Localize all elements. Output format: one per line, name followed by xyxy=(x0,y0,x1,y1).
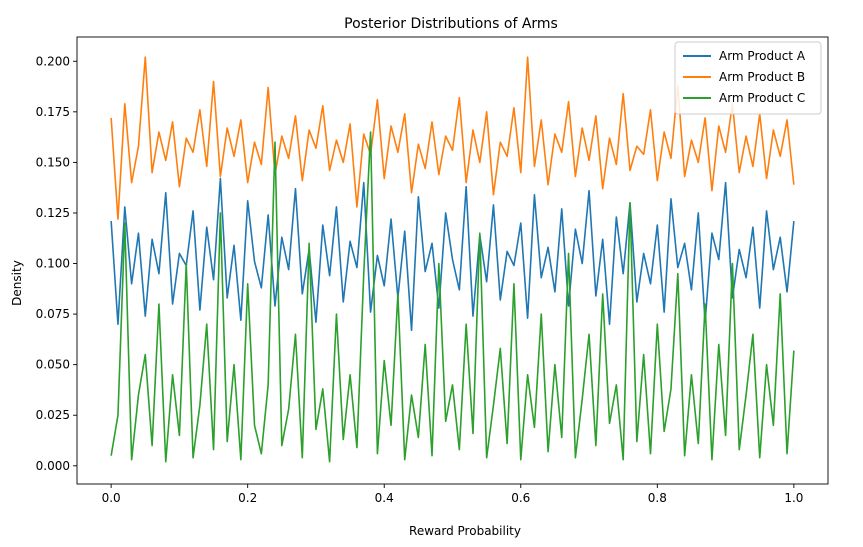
y-tick-label: 0.000 xyxy=(36,459,70,473)
plot-area xyxy=(110,56,795,463)
series-line-2 xyxy=(110,56,795,220)
series-lines xyxy=(110,56,795,463)
x-tick-label: 0.2 xyxy=(238,491,257,505)
series-line-3 xyxy=(110,131,795,463)
x-tick-label: 0.6 xyxy=(511,491,530,505)
legend-label-2: Arm Product B xyxy=(719,70,805,84)
y-tick-label: 0.050 xyxy=(36,358,70,372)
x-tick-label: 0.4 xyxy=(375,491,394,505)
legend-box xyxy=(674,41,822,115)
y-tick-label: 0.175 xyxy=(36,105,70,119)
x-tick-label: 1.0 xyxy=(784,491,803,505)
x-tick-label: 0.0 xyxy=(102,491,121,505)
series-line-1 xyxy=(110,177,795,332)
x-tick-label: 0.8 xyxy=(648,491,667,505)
axes: 0.0 0.2 0.4 0.6 0.8 1.0 0.000 0.025 0.050 0.075 0.… xyxy=(36,36,829,505)
y-tick-label: 0.075 xyxy=(36,307,70,321)
y-axis-label: Density xyxy=(10,260,24,306)
axes-frame xyxy=(76,36,829,485)
legend: Arm Product A Arm Product B Arm Product C xyxy=(674,41,822,115)
y-tick-label: 0.025 xyxy=(36,408,70,422)
chart-title: Posterior Distributions of Arms xyxy=(344,16,558,32)
y-tick-label: 0.125 xyxy=(36,206,70,220)
x-axis-label: Reward Probability xyxy=(409,524,521,538)
legend-label-3: Arm Product C xyxy=(719,91,805,105)
legend-label-1: Arm Product A xyxy=(719,49,806,63)
y-tick-label: 0.150 xyxy=(36,155,70,169)
y-tick-label: 0.100 xyxy=(36,257,70,271)
y-tick-label: 0.200 xyxy=(36,54,70,68)
